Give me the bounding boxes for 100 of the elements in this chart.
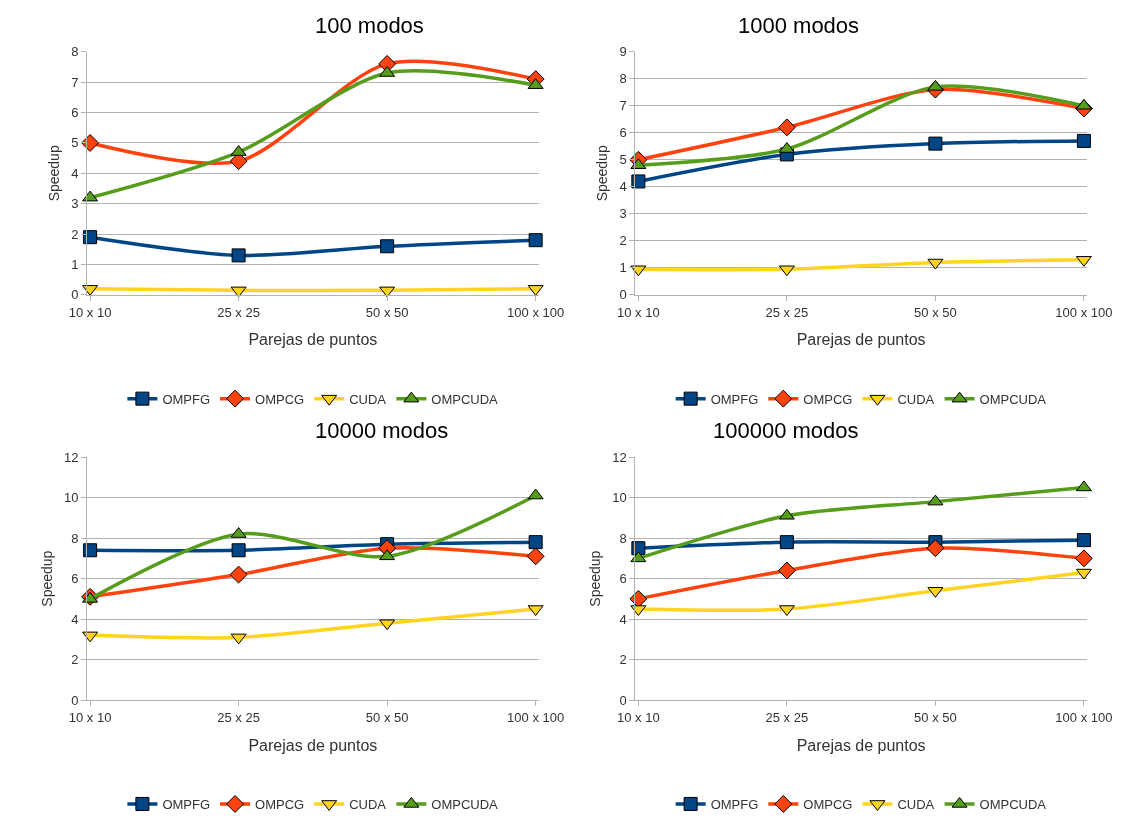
y-tick-label: 3: [71, 196, 79, 212]
point: [379, 286, 396, 298]
legend-label: CUDA: [897, 391, 935, 407]
y-tick-label: 5: [619, 152, 627, 168]
chart-title: 100 modos: [315, 13, 424, 38]
point: [528, 535, 543, 550]
point: [1075, 568, 1092, 580]
point: [1076, 533, 1091, 548]
legend-label: OMPFG: [710, 797, 759, 813]
point: [777, 561, 796, 580]
legend-label: OMPCUDA: [431, 391, 499, 407]
point: [230, 286, 247, 298]
y-tick-label: 8: [619, 530, 627, 546]
y-tick-label: 0: [619, 287, 627, 303]
x-tick-label: 10 x 10: [68, 709, 112, 725]
point: [779, 535, 794, 550]
chart-title: 100000 modos: [713, 418, 859, 443]
x-tick-label: 25 x 25: [217, 304, 260, 320]
y-tick-label: 12: [612, 449, 627, 465]
x-axis-title: Parejas de puntos: [796, 736, 926, 754]
point: [229, 565, 248, 584]
x-tick-label: 100 x 100: [507, 709, 565, 725]
point: [777, 118, 796, 137]
x-tick-label: 10 x 10: [617, 304, 660, 320]
y-tick-label: 1: [71, 257, 79, 273]
point: [528, 233, 543, 248]
point: [630, 265, 647, 277]
x-axis-title: Parejas de puntos: [796, 331, 926, 349]
y-tick-label: 2: [71, 652, 79, 668]
y-tick-label: 10: [64, 490, 79, 506]
x-axis-title: Parejas de puntos: [248, 736, 378, 754]
x-tick-label: 50 x 50: [914, 304, 957, 320]
legend-label: OMPFG: [162, 391, 211, 407]
point: [83, 543, 98, 558]
point: [82, 631, 99, 643]
y-tick-label: 6: [619, 571, 627, 587]
legend-label: CUDA: [349, 797, 387, 813]
y-tick-label: 6: [71, 571, 79, 587]
y-tick-label: 4: [619, 611, 627, 627]
legend-label: OMPCG: [803, 797, 853, 813]
point: [1074, 549, 1093, 568]
point: [231, 543, 246, 558]
point: [630, 605, 647, 617]
y-tick-label: 5: [71, 135, 79, 151]
legend-label: CUDA: [349, 391, 387, 407]
point: [526, 547, 545, 566]
y-tick-label: 0: [71, 287, 79, 303]
point: [527, 605, 544, 617]
y-tick-label: 10: [612, 490, 627, 506]
y-tick-label: 2: [619, 652, 627, 668]
legend-label: OMPCUDA: [979, 797, 1047, 813]
point: [778, 508, 795, 520]
point: [631, 174, 646, 189]
point: [1075, 98, 1092, 110]
point: [527, 488, 544, 500]
point: [379, 619, 396, 631]
legend-label: OMPCG: [255, 797, 305, 813]
x-tick-label: 100 x 100: [1055, 709, 1113, 725]
point: [82, 190, 99, 202]
y-tick-label: 6: [71, 105, 79, 121]
point: [379, 549, 396, 561]
x-tick-label: 100 x 100: [1055, 304, 1113, 320]
point: [230, 633, 247, 645]
x-tick-label: 25 x 25: [765, 709, 809, 725]
y-tick-label: 0: [71, 692, 79, 708]
point: [1075, 480, 1092, 492]
point: [81, 133, 100, 152]
y-tick-label: 2: [619, 233, 627, 249]
point: [380, 239, 395, 254]
y-axis-title: Speedup: [594, 145, 611, 202]
y-tick-label: 4: [71, 611, 79, 627]
y-tick-label: 6: [619, 125, 627, 141]
point: [778, 265, 795, 277]
point: [778, 605, 795, 617]
chart-title: 1000 modos: [738, 13, 860, 38]
point: [1076, 133, 1091, 148]
point: [926, 539, 945, 558]
legend-label: CUDA: [897, 797, 935, 813]
y-axis-title: Speedup: [586, 550, 603, 607]
x-tick-label: 50 x 50: [914, 709, 957, 725]
y-axis-title: Speedup: [38, 550, 55, 607]
x-axis-title: Parejas de puntos: [248, 331, 378, 349]
point: [927, 258, 944, 270]
legend-label: OMPCUDA: [431, 797, 499, 813]
y-tick-label: 7: [619, 98, 627, 114]
y-tick-label: 8: [71, 530, 79, 546]
point: [928, 136, 943, 151]
y-tick-label: 8: [71, 44, 79, 60]
legend-label: OMPCUDA: [979, 391, 1047, 407]
x-tick-label: 25 x 25: [765, 304, 809, 320]
y-tick-label: 1: [619, 260, 627, 276]
legend-label: OMPCG: [803, 391, 853, 407]
x-tick-label: 50 x 50: [365, 709, 409, 725]
y-tick-label: 2: [71, 226, 79, 242]
point: [231, 248, 246, 263]
x-tick-label: 25 x 25: [217, 709, 260, 725]
y-tick-label: 3: [619, 206, 627, 222]
x-tick-label: 10 x 10: [68, 304, 112, 320]
y-axis-title: Speedup: [45, 145, 62, 202]
legend-label: OMPFG: [162, 797, 211, 813]
